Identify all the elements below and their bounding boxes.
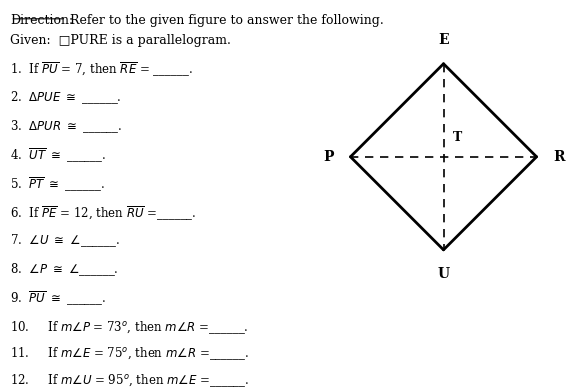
Text: 2.  $\Delta PUE$ $\cong$ ______.: 2. $\Delta PUE$ $\cong$ ______.	[10, 89, 122, 106]
Text: 11.     If $m\angle E$ = 75$^o$, then $m\angle R$ =______.: 11. If $m\angle E$ = 75$^o$, then $m\ang…	[10, 346, 249, 363]
Text: 8.  $\angle P$ $\cong$ $\angle$______.: 8. $\angle P$ $\cong$ $\angle$______.	[10, 261, 119, 278]
Text: 1.  If $\overline{PU}$ = 7, then $\overline{RE}$ = ______.: 1. If $\overline{PU}$ = 7, then $\overli…	[10, 61, 193, 80]
Text: 3.  $\Delta PUR$ $\cong$ ______.: 3. $\Delta PUR$ $\cong$ ______.	[10, 118, 123, 135]
Text: Given:  □PURE is a parallelogram.: Given: □PURE is a parallelogram.	[10, 34, 231, 47]
Text: 7.  $\angle U$ $\cong$ $\angle$______.: 7. $\angle U$ $\cong$ $\angle$______.	[10, 232, 120, 249]
Text: 10.     If $m\angle P$ = 73$^o$, then $m\angle R$ =______.: 10. If $m\angle P$ = 73$^o$, then $m\ang…	[10, 319, 249, 336]
Text: E: E	[438, 33, 449, 47]
Text: U: U	[437, 267, 450, 281]
Text: T: T	[453, 131, 462, 144]
Text: Refer to the given figure to answer the following.: Refer to the given figure to answer the …	[66, 14, 384, 27]
Text: 4.  $\overline{UT}$ $\cong$ ______.: 4. $\overline{UT}$ $\cong$ ______.	[10, 147, 107, 165]
Text: 6.  If $\overline{PE}$ = 12, then $\overline{RU}$ =______.: 6. If $\overline{PE}$ = 12, then $\overl…	[10, 204, 197, 223]
Text: Direction:: Direction:	[10, 14, 74, 27]
Text: 12.     If $m\angle U$ = 95$^o$, then $m\angle E$ =______.: 12. If $m\angle U$ = 95$^o$, then $m\ang…	[10, 372, 249, 389]
Text: 9.  $\overline{PU}$ $\cong$ ______.: 9. $\overline{PU}$ $\cong$ ______.	[10, 290, 107, 309]
Text: P: P	[323, 150, 334, 164]
Text: 5.  $\overline{PT}$ $\cong$ ______.: 5. $\overline{PT}$ $\cong$ ______.	[10, 175, 105, 194]
Text: R: R	[554, 150, 565, 164]
